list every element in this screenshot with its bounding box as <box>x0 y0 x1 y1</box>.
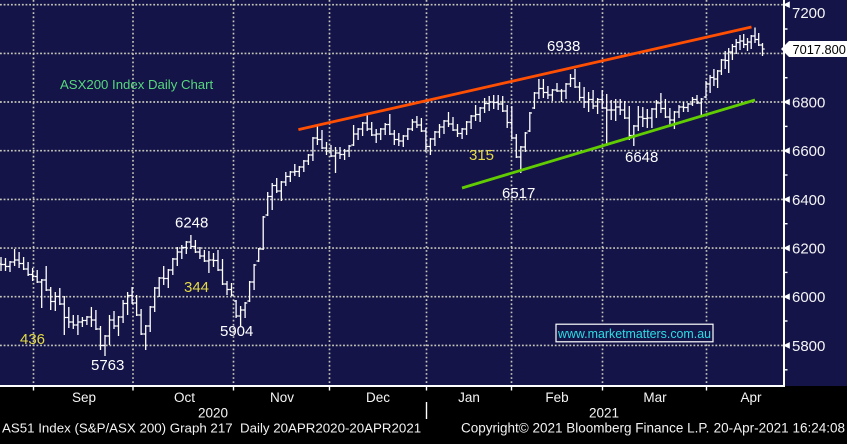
svg-text:Nov: Nov <box>270 390 294 405</box>
svg-text:Copyright© 2021 Bloomberg Fina: Copyright© 2021 Bloomberg Finance L.P. <box>461 421 709 436</box>
svg-text:6938: 6938 <box>547 38 580 55</box>
svg-text:www.marketmatters.com.au: www.marketmatters.com.au <box>557 326 711 341</box>
svg-text:20-Apr-2021 16:24:08: 20-Apr-2021 16:24:08 <box>714 421 845 436</box>
svg-text:6648: 6648 <box>625 149 658 166</box>
svg-text:7017.800: 7017.800 <box>793 42 846 57</box>
svg-text:ASX200 Index Daily Chart: ASX200 Index Daily Chart <box>60 77 214 92</box>
svg-text:2021: 2021 <box>589 406 619 421</box>
svg-text:2020: 2020 <box>198 406 228 421</box>
svg-text:Mar: Mar <box>643 390 667 405</box>
svg-text:5763: 5763 <box>91 357 124 374</box>
svg-text:Apr: Apr <box>740 390 762 405</box>
svg-text:6248: 6248 <box>175 215 208 232</box>
svg-text:436: 436 <box>20 331 45 348</box>
svg-text:6800: 6800 <box>792 95 825 112</box>
svg-text:6200: 6200 <box>792 241 825 258</box>
svg-text:Oct: Oct <box>174 390 195 405</box>
svg-text:Feb: Feb <box>545 390 568 405</box>
svg-text:6000: 6000 <box>792 289 825 306</box>
svg-text:7200: 7200 <box>792 5 825 22</box>
svg-text:6400: 6400 <box>792 192 825 209</box>
svg-text:315: 315 <box>469 147 494 164</box>
svg-text:AS51 Index (S&P/ASX 200) Graph: AS51 Index (S&P/ASX 200) Graph 217 Daily… <box>2 421 421 436</box>
svg-text:Sep: Sep <box>72 390 96 405</box>
svg-text:6517: 6517 <box>502 185 535 202</box>
svg-text:5904: 5904 <box>220 323 253 340</box>
svg-text:Jan: Jan <box>458 390 480 405</box>
svg-text:Dec: Dec <box>366 390 390 405</box>
svg-text:5800: 5800 <box>792 338 825 355</box>
svg-text:344: 344 <box>184 279 209 296</box>
svg-text:6600: 6600 <box>792 143 825 160</box>
